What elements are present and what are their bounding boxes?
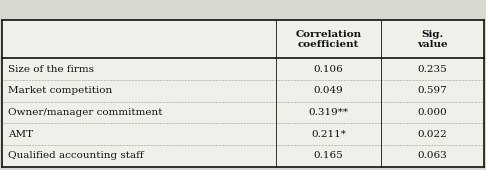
Text: 0.235: 0.235 [417,65,447,74]
Text: Market competition: Market competition [8,86,113,95]
Text: Sig.: Sig. [421,30,443,39]
Text: value: value [417,40,448,49]
Text: 0.000: 0.000 [417,108,447,117]
Text: Owner/manager commitment: Owner/manager commitment [8,108,163,117]
Text: 0.022: 0.022 [417,130,447,139]
Text: 0.049: 0.049 [313,86,344,95]
Text: 0.165: 0.165 [313,151,344,160]
Bar [2,20,484,167]
Text: 0.106: 0.106 [313,65,344,74]
Text: Correlation: Correlation [295,30,362,39]
Text: 0.597: 0.597 [417,86,447,95]
Text: 0.211*: 0.211* [311,130,346,139]
Text: Qualified accounting staff: Qualified accounting staff [8,151,144,160]
Text: AMT: AMT [8,130,34,139]
Text: 0.319**: 0.319** [309,108,348,117]
Text: 0.063: 0.063 [417,151,447,160]
Text: coefficient: coefficient [298,40,359,49]
Text: Size of the firms: Size of the firms [8,65,94,74]
